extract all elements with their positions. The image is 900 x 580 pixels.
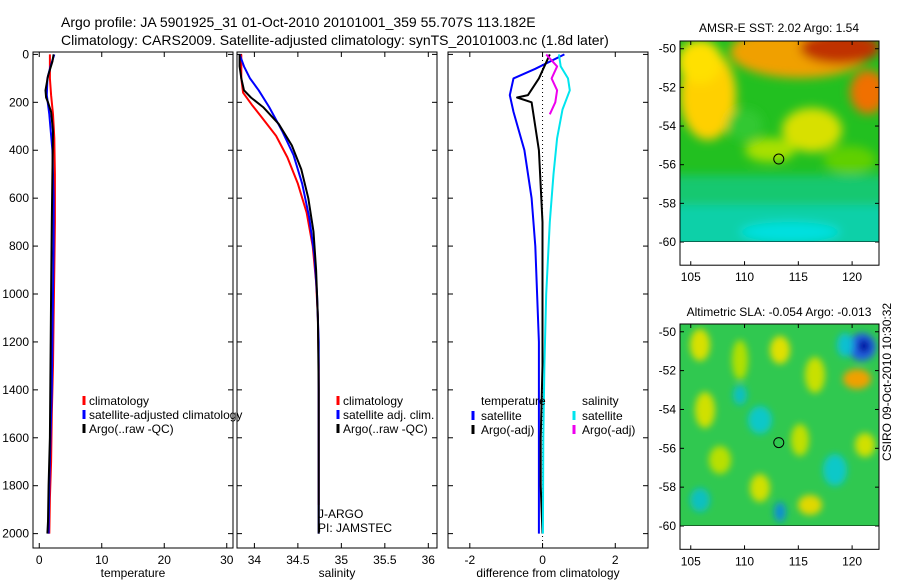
sla-lat-label-56: -56	[659, 441, 677, 455]
depth-tick-label-1200: 1200	[2, 335, 29, 349]
salinity-panel: 34 34.5 35 35.5 36 salinity climatologysatelli…	[236, 51, 438, 580]
salinity-xtick-label-36: 36	[422, 553, 436, 567]
salinity-xtick-label-34-5: 34.5	[286, 553, 310, 567]
difference-series-salinity-satellite	[541, 54, 571, 534]
sst-lon-label-105: 105	[681, 270, 701, 284]
sla-lat-label-54: -54	[659, 402, 677, 416]
depth-tick-label-800: 800	[9, 239, 29, 253]
sst-lat-label-52: -52	[659, 80, 677, 94]
temperature-xtick-label-30: 30	[220, 553, 234, 567]
sla-map-panel: -50 -52 -54 -56 -58 -60 105 110 115 120	[659, 323, 880, 568]
difference-legend-label-temperature-argo-adj: Argo(-adj)	[481, 423, 534, 437]
temperature-panel: 0 200 400 600 800 1000 1200 1400 1600 1800 2000 0 10…	[2, 47, 242, 580]
sla-lon-label-105: 105	[681, 554, 701, 568]
depth-tick-label-1000: 1000	[2, 287, 29, 301]
depth-tick-label-600: 600	[9, 191, 29, 205]
temperature-xtick-label-20: 20	[158, 553, 172, 567]
salinity-xtick-label-34: 34	[248, 553, 262, 567]
sst-empty-area	[680, 242, 879, 266]
sst-lon-label-115: 115	[789, 270, 808, 284]
sla-lat-label-60: -60	[659, 519, 677, 533]
temperature-xtick-label-10: 10	[95, 553, 109, 567]
sla-lon-label-110: 110	[735, 554, 754, 568]
figure-title-line-1: Argo profile: JA 5901925_31 01-Oct-2010 …	[61, 14, 536, 30]
sst-axes-frame	[679, 40, 880, 266]
temperature-legend-label-climatology: climatology	[89, 394, 149, 408]
salinity-legend-label-climatology: climatology	[343, 394, 403, 408]
difference-series-salinity-argo-adj	[545, 53, 559, 115]
sst-heatmap	[680, 41, 879, 242]
salinity-annotation-pi-jamstec: PI: JAMSTEC	[318, 521, 392, 535]
temperature-legend-label-argo-raw-qc: Argo(..raw -QC)	[89, 422, 174, 436]
depth-tick-label-0: 0	[22, 47, 29, 61]
difference-legend-label-salinity-argo-adj: Argo(-adj)	[582, 423, 635, 437]
temperature-xtick-label-0: 0	[36, 553, 43, 567]
sla-lon-label-120: 120	[842, 554, 862, 568]
salinity-xtick-label-35: 35	[335, 553, 349, 567]
salinity-legend-label-satellite-adj-clim: satellite adj. clim.	[343, 408, 434, 422]
sst-lat-label-54: -54	[659, 119, 677, 133]
depth-tick-label-1600: 1600	[2, 431, 29, 445]
temperature-axes-frame	[32, 51, 234, 549]
temperature-series-argo-raw-qc	[44, 54, 55, 534]
difference-xtick-label-2: 2	[612, 553, 619, 567]
sla-heatmap	[680, 324, 879, 526]
salinity-series-argo-raw-qc	[238, 54, 320, 534]
difference-xtick-label-2: -2	[464, 553, 475, 567]
temperature-legend-label-satellite-adjusted-climatology: satellite-adjusted climatology	[89, 408, 242, 422]
sla-lon-label-115: 115	[789, 554, 808, 568]
temperature-x-axis-label: temperature	[101, 566, 166, 580]
sla-map-title: Altimetric SLA: -0.054 Argo: -0.013	[687, 305, 872, 319]
difference-legend-label-temperature-satellite: satellite	[481, 409, 522, 423]
sst-map-panel: -50 -52 -54 -56 -58 -60 105 110 115 120	[659, 40, 880, 284]
difference-legend-title-temperature: temperature	[481, 394, 546, 408]
salinity-xtick-label-35-5: 35.5	[373, 553, 397, 567]
sst-lat-label-56: -56	[659, 158, 677, 172]
sla-lat-label-50: -50	[659, 325, 677, 339]
difference-series-temperature-argo-adj	[516, 53, 551, 534]
sst-map-title: AMSR-E SST: 2.02 Argo: 1.54	[699, 21, 859, 35]
sla-empty-area	[680, 526, 879, 550]
sst-lat-label-58: -58	[659, 196, 677, 210]
salinity-series-climatology	[240, 54, 320, 505]
depth-tick-label-2000: 2000	[2, 527, 29, 541]
depth-tick-label-1800: 1800	[2, 479, 29, 493]
sst-map-axes: -50 -52 -54 -56 -58 -60 105 110 115 120	[659, 40, 880, 284]
sla-map-axes: -50 -52 -54 -56 -58 -60 105 110 115 120	[659, 323, 880, 568]
difference-xtick-label-0: 0	[539, 553, 546, 567]
sst-lat-label-50: -50	[659, 42, 677, 56]
difference-legend-label-salinity-satellite: satellite	[582, 409, 623, 423]
salinity-legend-label-argo-raw-qc: Argo(..raw -QC)	[343, 422, 428, 436]
depth-tick-label-200: 200	[9, 95, 29, 109]
sla-lat-label-58: -58	[659, 480, 677, 494]
sla-argo-location-marker	[773, 437, 785, 449]
sst-lon-label-110: 110	[735, 270, 754, 284]
difference-axes-frame	[447, 51, 649, 549]
difference-series-temperature-satellite	[508, 53, 565, 534]
depth-tick-label-1400: 1400	[2, 383, 29, 397]
salinity-x-axis-label: salinity	[319, 566, 356, 580]
timestamp-stamp: CSIRO 09-Oct-2010 10:30:32	[880, 303, 894, 461]
sst-lon-label-120: 120	[842, 270, 862, 284]
sla-axes-frame	[679, 323, 880, 550]
sst-lat-label-60: -60	[659, 235, 677, 249]
figure-title-line-2: Climatology: CARS2009. Satellite-adjuste…	[61, 32, 609, 48]
sst-argo-location-marker	[773, 153, 785, 165]
difference-x-axis-label: difference from climatology	[476, 566, 619, 580]
salinity-axes-frame	[236, 51, 438, 549]
depth-tick-label-400: 400	[9, 143, 29, 157]
salinity-annotation-j-argo: J-ARGO	[318, 507, 363, 521]
sla-lat-label-52: -52	[659, 364, 677, 378]
difference-legend-title-salinity: salinity	[582, 394, 619, 408]
